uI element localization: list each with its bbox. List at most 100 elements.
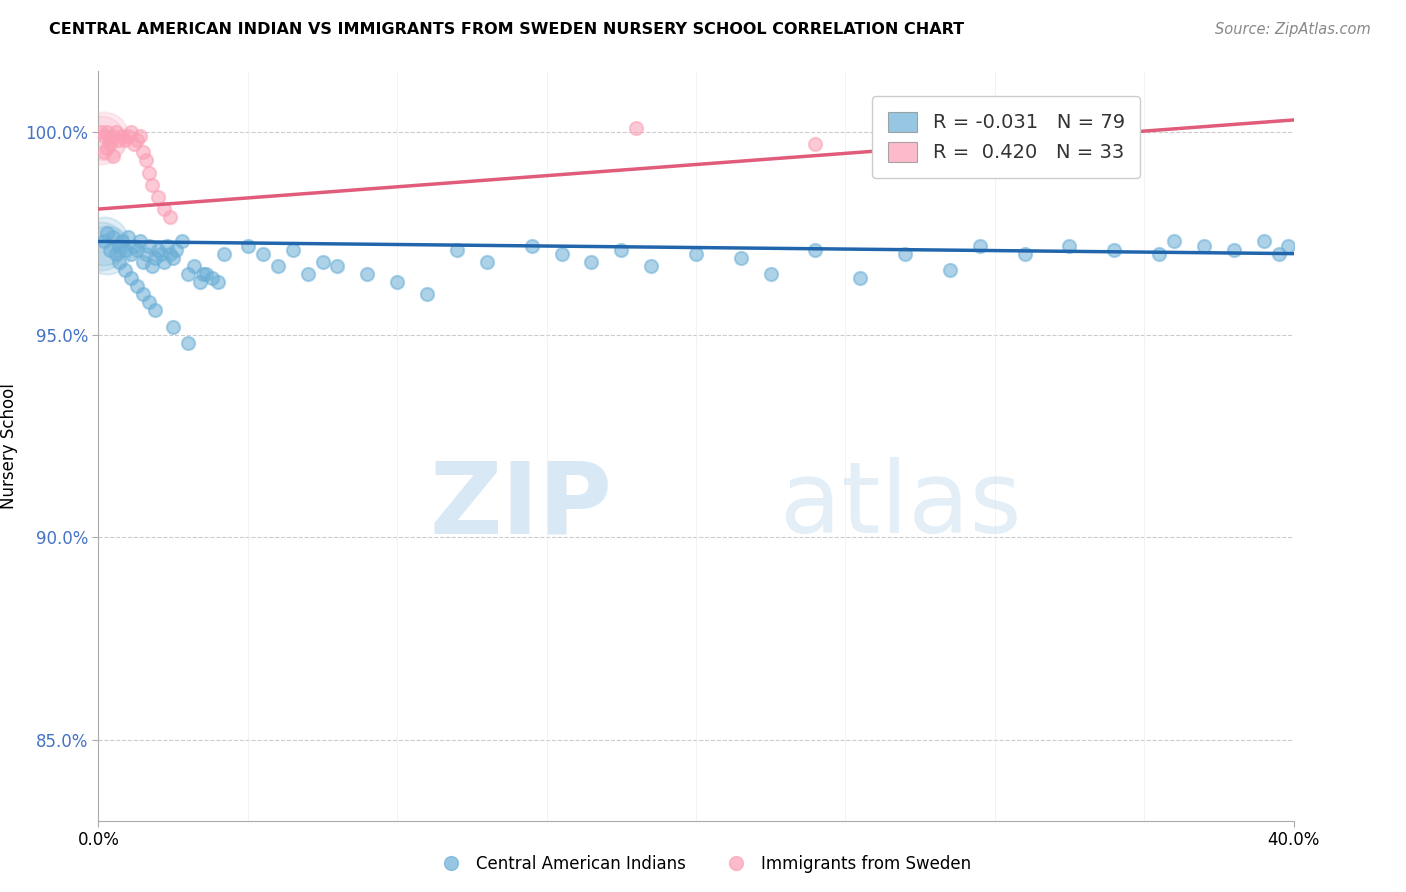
Point — [1192, 238, 1215, 252]
Point — [267, 259, 290, 273]
Point — [120, 246, 142, 260]
Point — [124, 238, 146, 252]
Point — [98, 133, 122, 147]
Point — [132, 254, 155, 268]
Point — [640, 259, 662, 273]
Point — [1253, 235, 1275, 249]
Point — [93, 129, 115, 144]
Point — [1223, 243, 1246, 257]
Point — [165, 243, 187, 257]
Point — [626, 121, 648, 136]
Point — [894, 246, 917, 260]
Point — [520, 238, 543, 252]
Point — [96, 125, 118, 139]
Point — [148, 190, 170, 204]
Point — [114, 262, 136, 277]
Point — [356, 267, 378, 281]
Point — [135, 246, 157, 260]
Point — [281, 243, 304, 257]
Point — [98, 137, 122, 152]
Point — [252, 246, 274, 260]
Point — [93, 235, 115, 249]
Point — [96, 227, 118, 241]
Point — [108, 133, 131, 147]
Point — [191, 267, 214, 281]
Point — [93, 235, 115, 249]
Point — [143, 303, 166, 318]
Point — [730, 251, 752, 265]
Point — [172, 235, 194, 249]
Point — [1014, 246, 1036, 260]
Point — [183, 259, 205, 273]
Point — [103, 129, 125, 144]
Point — [138, 166, 160, 180]
Point — [849, 271, 872, 285]
Point — [153, 254, 176, 268]
Point — [804, 243, 827, 257]
Point — [207, 275, 229, 289]
Point — [416, 287, 439, 301]
Point — [141, 178, 163, 192]
Point — [96, 243, 118, 257]
Point — [108, 254, 131, 268]
Point — [475, 254, 498, 268]
Point — [201, 271, 224, 285]
Legend: R = -0.031   N = 79, R =  0.420   N = 33: R = -0.031 N = 79, R = 0.420 N = 33 — [873, 96, 1140, 178]
Point — [297, 267, 319, 281]
Point — [326, 259, 349, 273]
Point — [162, 251, 184, 265]
Point — [120, 125, 142, 139]
Point — [132, 145, 155, 160]
Point — [114, 133, 136, 147]
Point — [162, 319, 184, 334]
Point — [98, 243, 122, 257]
Point — [188, 275, 211, 289]
Point — [685, 246, 707, 260]
Point — [150, 246, 173, 260]
Point — [108, 238, 131, 252]
Point — [93, 129, 115, 144]
Point — [156, 238, 179, 252]
Point — [103, 149, 125, 163]
Legend: Central American Indians, Immigrants from Sweden: Central American Indians, Immigrants fro… — [427, 848, 979, 880]
Point — [129, 129, 152, 144]
Point — [96, 141, 118, 155]
Point — [117, 129, 139, 144]
Text: ZIP: ZIP — [429, 458, 613, 555]
Point — [153, 202, 176, 216]
Point — [1059, 238, 1081, 252]
Point — [311, 254, 333, 268]
Point — [1267, 246, 1289, 260]
Point — [127, 133, 149, 147]
Point — [138, 238, 160, 252]
Point — [759, 267, 782, 281]
Point — [177, 335, 200, 350]
Point — [111, 235, 134, 249]
Point — [969, 238, 991, 252]
Point — [90, 238, 112, 252]
Point — [195, 267, 218, 281]
Point — [127, 279, 149, 293]
Point — [90, 133, 112, 147]
Point — [385, 275, 409, 289]
Y-axis label: Nursery School: Nursery School — [0, 383, 18, 509]
Point — [135, 153, 157, 168]
Point — [1147, 246, 1170, 260]
Point — [103, 230, 125, 244]
Point — [550, 246, 572, 260]
Point — [236, 238, 259, 252]
Point — [132, 287, 155, 301]
Point — [105, 246, 128, 260]
Point — [177, 267, 200, 281]
Point — [111, 129, 134, 144]
Point — [610, 243, 633, 257]
Point — [93, 145, 115, 160]
Text: Source: ZipAtlas.com: Source: ZipAtlas.com — [1215, 22, 1371, 37]
Point — [159, 210, 181, 224]
Text: CENTRAL AMERICAN INDIAN VS IMMIGRANTS FROM SWEDEN NURSERY SCHOOL CORRELATION CHA: CENTRAL AMERICAN INDIAN VS IMMIGRANTS FR… — [49, 22, 965, 37]
Point — [105, 125, 128, 139]
Point — [446, 243, 468, 257]
Point — [127, 243, 149, 257]
Point — [117, 230, 139, 244]
Point — [114, 243, 136, 257]
